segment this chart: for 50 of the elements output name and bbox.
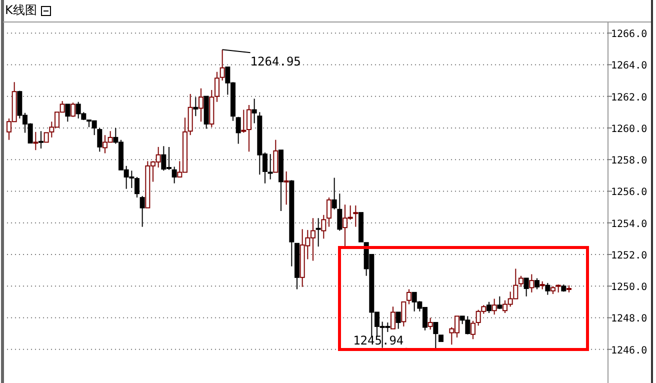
candlestick: [33, 131, 38, 151]
candlestick: [545, 282, 550, 296]
candlestick: [518, 275, 524, 288]
y-tick-label: 1246.0: [611, 345, 648, 356]
candlestick: [140, 195, 145, 228]
candlestick: [252, 98, 257, 124]
candlestick: [534, 278, 540, 290]
candlestick: [172, 166, 177, 184]
y-tick-label: 1258.0: [611, 156, 648, 167]
candlestick: [428, 317, 433, 330]
chart-title: K线图: [5, 3, 37, 17]
candlestick: [321, 214, 326, 240]
annotation: 1264.95: [250, 54, 301, 69]
candlestick: [198, 88, 204, 122]
candlestick: [70, 102, 76, 118]
candlestick: [390, 306, 396, 330]
candlestick: [497, 296, 502, 310]
candlestick: [273, 139, 278, 173]
candlestick: [193, 96, 198, 117]
candlestick: [486, 301, 492, 314]
candlestick: [97, 127, 102, 152]
candlestick: [236, 116, 241, 144]
candlestick: [241, 109, 246, 134]
candlestick: [38, 130, 44, 150]
candlestick: [529, 274, 534, 293]
candlestick: [316, 218, 321, 248]
y-tick-label: 1260.0: [611, 124, 648, 135]
candlestick: [396, 312, 401, 330]
candlestick: [326, 197, 332, 228]
candlestick: [353, 204, 358, 228]
y-tick-label: 1250.0: [611, 282, 648, 294]
candlestick: [284, 170, 289, 206]
candlestick: [433, 322, 438, 351]
y-tick-label: 1252.0: [611, 250, 648, 262]
candlestick: [524, 278, 529, 297]
candlestick: [406, 288, 412, 305]
candlestick: [65, 104, 70, 122]
y-tick-label: 1266.0: [611, 29, 648, 40]
candlestick: [470, 320, 476, 340]
y-tick-label: 1262.0: [611, 92, 648, 104]
y-tick-label: 1256.0: [611, 187, 648, 198]
y-tick-label: 1254.0: [611, 218, 648, 230]
y-tick-label: 1248.0: [611, 314, 648, 325]
candlestick: [246, 104, 252, 152]
candlestick: [188, 93, 193, 136]
candlestick: [337, 193, 342, 232]
candlestick: [492, 298, 497, 316]
y-tick-label: 1264.0: [611, 60, 648, 72]
candlestick: [401, 301, 406, 327]
candlestick: [332, 177, 337, 210]
